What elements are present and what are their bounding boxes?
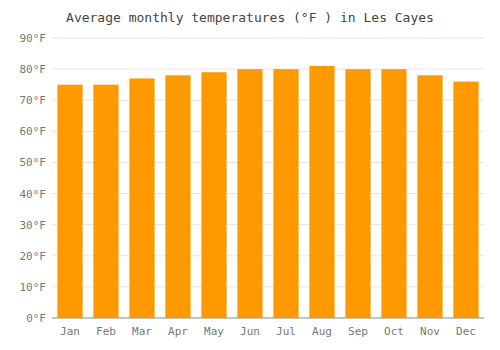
x-tick-label: Aug <box>312 325 332 338</box>
bar <box>165 75 190 318</box>
x-tick-label: Mar <box>132 325 152 338</box>
bar <box>453 82 478 318</box>
y-tick-label: 40°F <box>20 188 47 201</box>
title: Average monthly temperatures (°F ) in Le… <box>66 10 434 25</box>
x-tick-label: Feb <box>96 325 116 338</box>
y-tick-label: 80°F <box>20 63 47 76</box>
bar <box>309 66 334 318</box>
bars <box>57 66 478 318</box>
y-tick-label: 0°F <box>26 312 46 325</box>
y-tick-label: 20°F <box>20 250 47 263</box>
bar <box>345 69 370 318</box>
y-tick-label: 50°F <box>20 156 47 169</box>
x-tick-label: Sep <box>348 325 368 338</box>
bar <box>417 75 442 318</box>
y-tick-label: 90°F <box>20 32 47 45</box>
grid-line <box>52 69 484 70</box>
bar <box>57 85 82 318</box>
bar <box>381 69 406 318</box>
x-tick-label: Oct <box>384 325 404 338</box>
x-axis-line <box>52 318 484 319</box>
x-tick-label: Jul <box>276 325 296 338</box>
x-tick-label: Nov <box>420 325 440 338</box>
x-tick-label: Apr <box>168 325 188 338</box>
bar <box>237 69 262 318</box>
x-tick-label: Dec <box>456 325 476 338</box>
grid-line <box>52 38 484 39</box>
chart: Average monthly temperatures (°F ) in Le… <box>0 0 500 350</box>
y-tick-label: 60°F <box>20 125 47 138</box>
chart-container: Average monthly temperatures (°F ) in Le… <box>0 0 500 350</box>
x-tick-label: May <box>204 325 224 338</box>
y-tick-label: 70°F <box>20 94 47 107</box>
y-tick-label: 30°F <box>20 219 47 232</box>
grid-line <box>52 318 484 319</box>
x-tick-label: Jun <box>240 325 260 338</box>
bar <box>201 72 226 318</box>
bar <box>93 85 118 318</box>
grid <box>52 38 484 318</box>
bar <box>273 69 298 318</box>
bar <box>129 78 154 318</box>
x-tick-label: Jan <box>60 325 80 338</box>
y-tick-label: 10°F <box>20 281 47 294</box>
